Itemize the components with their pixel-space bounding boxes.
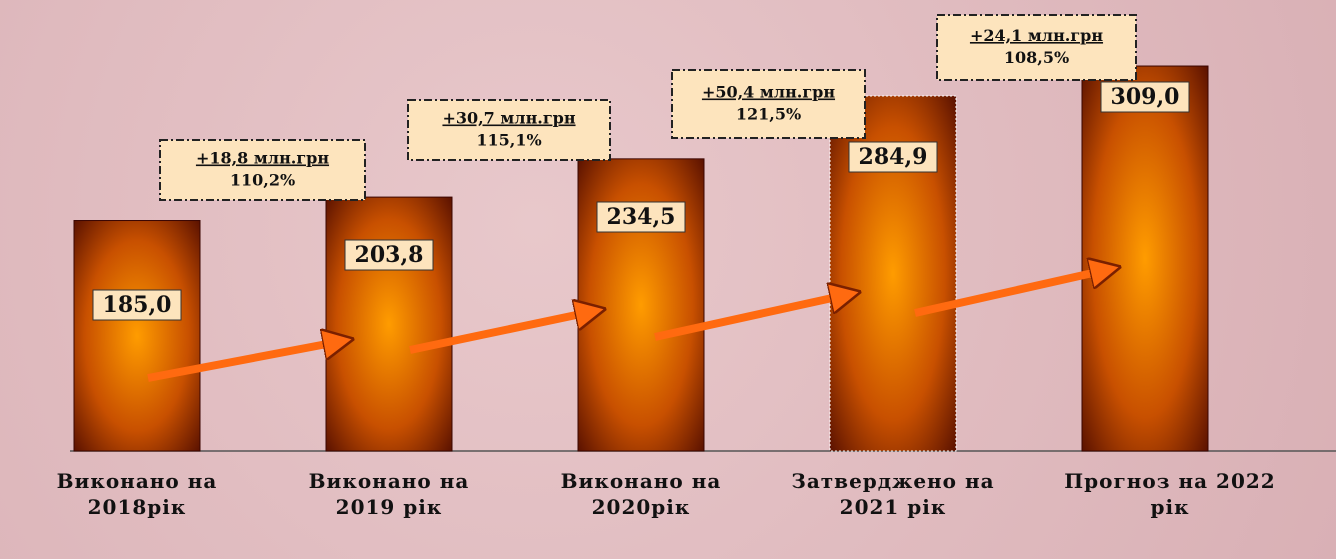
- annotation-percent: 115,1%: [476, 131, 541, 150]
- annotation: +50,4 млн.грн 121,5%: [671, 69, 866, 139]
- arrow: [147, 340, 348, 382]
- annotation: +24,1 млн.грн 108,5%: [936, 14, 1137, 81]
- value-label-box: 309,0: [1100, 81, 1190, 113]
- value-label-bg: [92, 289, 182, 321]
- value-label-box: 203,8: [344, 239, 434, 271]
- arrows: [147, 268, 1115, 382]
- bar: [73, 220, 201, 452]
- annotation-percent: 110,2%: [230, 171, 295, 190]
- arrow: [409, 310, 600, 354]
- annotation-box: [159, 139, 366, 201]
- annotation-box: [671, 69, 866, 139]
- annotation-box: [407, 99, 611, 161]
- bar: [325, 196, 453, 452]
- arrow: [914, 268, 1115, 317]
- value-label-bg: [596, 201, 686, 233]
- annotation-percent: 121,5%: [736, 105, 801, 124]
- value-label-bg: [848, 141, 938, 173]
- value-label: 234,5: [607, 204, 676, 230]
- x-tick-label: Затверджено на 2021 рік: [791, 469, 995, 519]
- annotation-percent: 108,5%: [1004, 48, 1069, 67]
- value-label: 203,8: [355, 242, 424, 268]
- annotation-box: [936, 14, 1137, 81]
- annotation-change: +30,7 млн.грн: [442, 109, 575, 128]
- x-tick-label: Прогноз на 2022 рік: [1064, 469, 1276, 519]
- value-label: 185,0: [103, 292, 172, 318]
- x-tick-label: Виконано на 2020рік: [560, 469, 722, 519]
- annotation-change: +24,1 млн.грн: [970, 26, 1103, 45]
- annotation-change: +50,4 млн.грн: [702, 83, 835, 102]
- x-tick-label: Виконано на 2018рік: [56, 469, 218, 519]
- value-label: 309,0: [1111, 84, 1180, 110]
- value-label-bg: [1100, 81, 1190, 113]
- annotation-change: +18,8 млн.грн: [196, 149, 329, 168]
- value-label: 284,9: [859, 144, 928, 170]
- x-tick-label: Виконано на 2019 рік: [308, 469, 470, 519]
- arrow: [654, 293, 855, 341]
- bar: [1081, 65, 1209, 452]
- value-label-box: 234,5: [596, 201, 686, 233]
- value-label-bg: [344, 239, 434, 271]
- annotation: +30,7 млн.грн 115,1%: [407, 99, 611, 161]
- value-label-box: 284,9: [848, 141, 938, 173]
- annotation: +18,8 млн.грн 110,2%: [159, 139, 366, 201]
- value-label-box: 185,0: [92, 289, 182, 321]
